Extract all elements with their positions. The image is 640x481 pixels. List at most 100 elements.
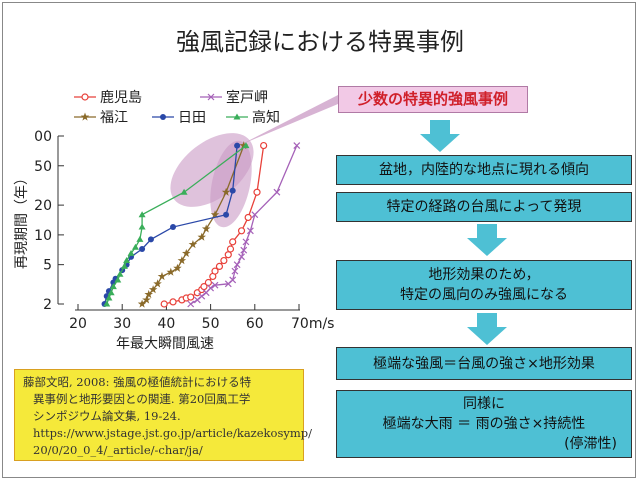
box-terrain-effect: 地形効果のため， 特定の風向のみ強風になる <box>336 260 632 310</box>
data-point <box>226 245 235 253</box>
reference-line: 異事例と地形要因との関連. 第20回風工学 <box>33 392 251 406</box>
data-point <box>238 253 245 261</box>
data-point <box>237 227 246 235</box>
data-point <box>180 188 188 195</box>
reference-link[interactable]: 20/0/20_0_4/_article/-char/ja/ <box>33 443 203 457</box>
box-text: 同様に <box>463 396 505 412</box>
data-point <box>81 93 89 101</box>
series-高知 <box>103 142 250 307</box>
data-point <box>139 245 146 252</box>
data-point <box>242 142 250 149</box>
data-point <box>144 289 153 299</box>
data-point <box>137 299 147 308</box>
x-tick-label: 30 <box>113 316 131 332</box>
data-point <box>173 263 182 272</box>
series-福江 <box>137 141 248 308</box>
data-point <box>147 236 154 243</box>
legend-item: 高知 <box>226 109 280 126</box>
callout-wedge <box>240 95 338 145</box>
data-point <box>233 261 241 269</box>
data-point <box>187 293 195 301</box>
data-point <box>211 281 219 289</box>
down-arrow-icon <box>467 313 507 345</box>
data-point <box>138 223 146 230</box>
data-point <box>246 227 254 235</box>
y-tick-label: 00 <box>34 129 52 145</box>
box-text: 極端な強風＝台風の強さ×地形効果 <box>373 355 595 372</box>
data-point <box>198 292 206 300</box>
data-point <box>169 298 177 306</box>
legend-item: 室戸岬 <box>200 89 268 106</box>
data-point <box>215 262 224 271</box>
highlight-ellipse-small <box>210 140 252 228</box>
y-tick-label: 2 <box>43 297 52 313</box>
data-point <box>229 238 237 246</box>
data-point <box>114 276 122 283</box>
data-point <box>103 300 111 307</box>
legend-label: 室戸岬 <box>226 89 268 106</box>
data-point <box>197 232 206 241</box>
data-point <box>105 294 113 301</box>
y-tick-label: 20 <box>34 198 52 214</box>
x-tick-label: 70m/s <box>291 316 334 332</box>
data-point <box>229 276 237 284</box>
data-point <box>177 256 187 265</box>
reference-link[interactable]: https://www.jstage.jst.go.jp/article/kaz… <box>33 426 312 440</box>
data-point <box>253 188 261 196</box>
reference-line: 藤部文昭, 2008: 強風の極値統計における特 <box>23 375 252 389</box>
data-point <box>123 257 131 264</box>
data-point <box>131 243 139 250</box>
data-point <box>166 267 176 276</box>
legend-label: 福江 <box>100 110 128 126</box>
box-extreme-wind: 極端な強風＝台風の強さ×地形効果 <box>336 347 632 380</box>
data-point <box>157 271 167 281</box>
data-point <box>153 279 162 288</box>
data-point <box>242 238 250 246</box>
x-tick-label: 20 <box>69 316 87 332</box>
data-point <box>182 248 191 257</box>
callout-label: 少数の特異的強風事例 <box>338 86 528 113</box>
data-point <box>204 278 212 287</box>
box-text: 特定の経路の台風によって発現 <box>386 199 582 215</box>
data-point <box>231 267 239 275</box>
x-tick-label: 40 <box>157 316 175 332</box>
legend-label: 日田 <box>178 110 206 126</box>
legend-label: 高知 <box>252 109 280 126</box>
data-point <box>107 289 115 296</box>
x-tick-label: 50 <box>202 316 220 332</box>
data-point <box>234 142 241 149</box>
data-point <box>233 113 241 120</box>
data-point <box>136 235 144 242</box>
down-arrow-icon <box>420 120 460 152</box>
reference-line: シンポジウム論文集, 19-24. <box>33 409 181 423</box>
data-point <box>221 187 231 196</box>
y-tick-label: 10 <box>34 228 52 244</box>
slide-title: 強風記録における特異事例 <box>176 28 464 56</box>
data-point <box>207 284 215 292</box>
legend-item: 福江 <box>74 110 128 126</box>
data-point <box>229 187 236 194</box>
data-point <box>116 270 124 277</box>
y-tick-label: 50 <box>34 159 52 175</box>
data-point <box>293 142 301 150</box>
data-point <box>260 141 268 150</box>
data-point <box>207 93 215 101</box>
data-point <box>224 251 232 259</box>
data-point <box>210 210 220 219</box>
box-extreme-rain: 同様に 極端な大雨 ＝ 雨の強さ×持続性 (停滞性) <box>336 390 632 458</box>
data-point <box>120 262 128 269</box>
box-basin-tendency: 盆地，内陸的な地点に現れる傾向 <box>336 155 632 185</box>
box-text: 盆地，内陸的な地点に現れる傾向 <box>379 162 589 178</box>
legend-label: 鹿児島 <box>100 89 142 106</box>
data-point <box>160 300 168 308</box>
data-point <box>80 112 90 121</box>
series-鹿児島 <box>160 141 268 308</box>
data-point <box>239 141 248 150</box>
data-point <box>170 224 177 231</box>
data-point <box>201 224 211 233</box>
data-point <box>138 211 146 218</box>
x-tick-label: 60 <box>246 316 264 332</box>
legend-item: 日田 <box>152 110 206 126</box>
